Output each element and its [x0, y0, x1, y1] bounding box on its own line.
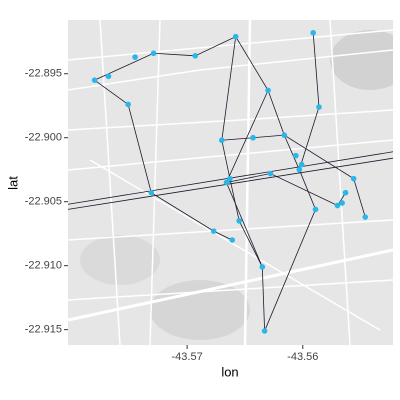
point [316, 104, 322, 110]
y-tick-label: -22.900 [25, 132, 62, 144]
y-axis-title: lat [5, 176, 20, 190]
x-axis-title: lon [221, 364, 238, 379]
point [229, 237, 236, 243]
map-background [68, 20, 393, 345]
point [227, 175, 233, 182]
point [236, 218, 242, 224]
point [125, 101, 131, 108]
point [105, 73, 112, 80]
point [267, 170, 274, 177]
point [350, 175, 357, 182]
point [219, 137, 225, 144]
link [226, 173, 346, 207]
point [232, 33, 239, 40]
point [150, 50, 157, 57]
point [132, 54, 138, 60]
link [67, 157, 394, 210]
x-tick-label: -43.56 [287, 351, 318, 363]
point [362, 214, 369, 220]
x-tick-label: -43.57 [172, 351, 203, 363]
point [192, 53, 199, 59]
point [339, 200, 345, 206]
point [148, 189, 155, 196]
point [312, 206, 319, 213]
point [259, 264, 266, 270]
point [281, 132, 288, 138]
point [91, 77, 98, 83]
y-tick-label: -22.905 [25, 196, 62, 208]
y-tick-label: -22.895 [25, 68, 62, 80]
point [250, 134, 256, 141]
point [342, 189, 349, 196]
point [265, 87, 271, 94]
point [210, 228, 217, 234]
y-tick-label: -22.915 [25, 324, 62, 336]
point [334, 202, 341, 209]
point [223, 179, 230, 186]
point [293, 152, 299, 159]
link [221, 36, 266, 331]
point [296, 166, 303, 173]
point [261, 328, 268, 334]
points [91, 29, 369, 334]
y-tick-label: -22.910 [25, 260, 62, 272]
point [310, 29, 316, 36]
point [298, 161, 305, 168]
